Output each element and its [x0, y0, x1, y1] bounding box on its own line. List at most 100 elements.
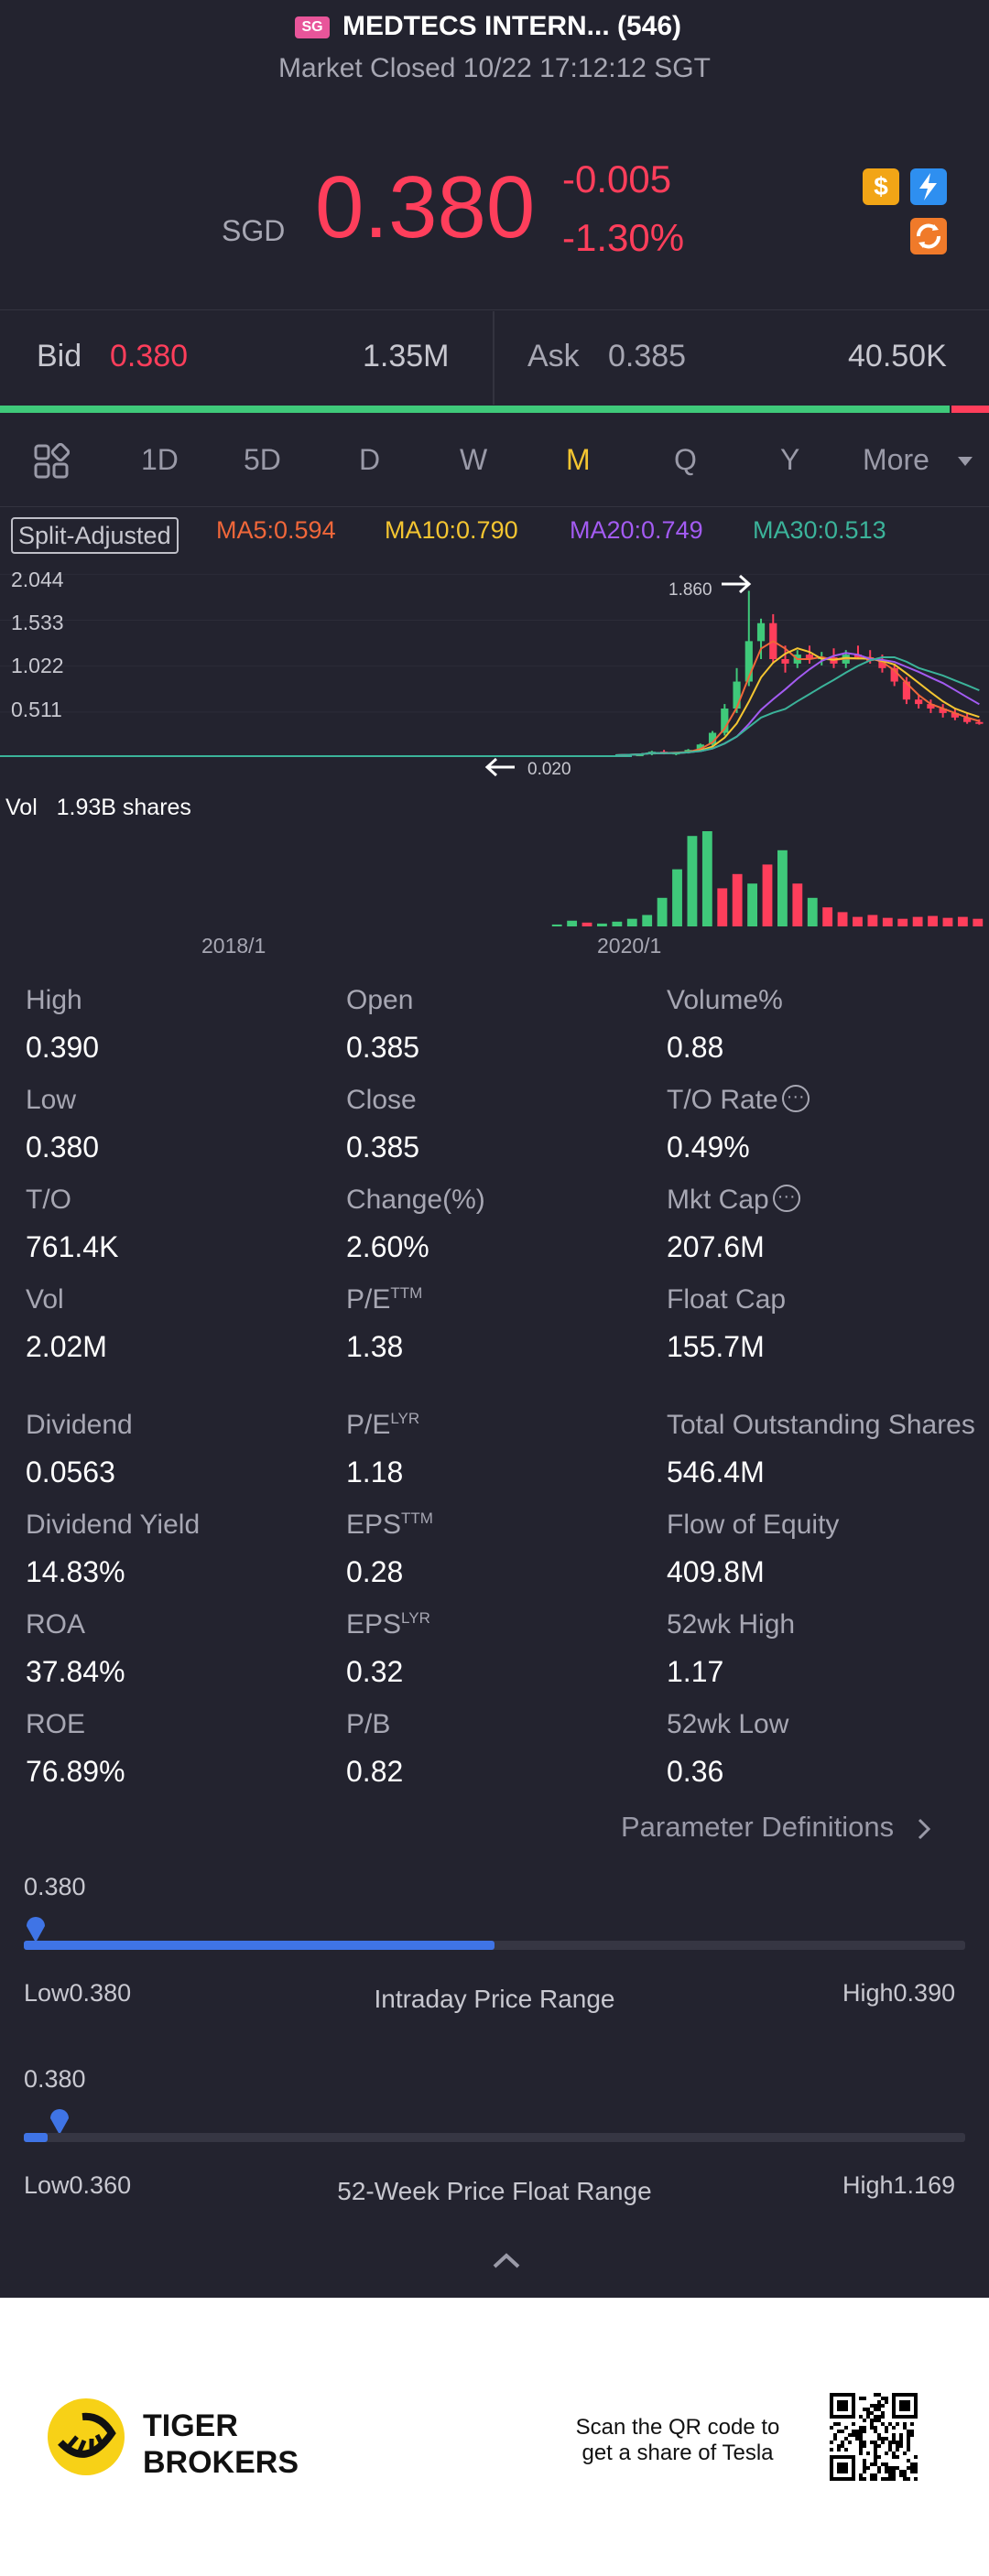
y-tick-label: 1.022 [11, 654, 64, 677]
header: SG MEDTECS INTERN... (546) Market Closed… [0, 0, 989, 92]
candle-body [853, 655, 863, 658]
volume-bar [928, 915, 938, 926]
more-info-icon[interactable]: ··· [781, 1085, 810, 1113]
tab-more[interactable]: More [863, 443, 929, 476]
chevron-up-icon[interactable] [491, 2252, 522, 2275]
y-tick-label: 1.533 [11, 611, 64, 634]
ask-label: Ask [527, 339, 580, 373]
volume-bar [867, 915, 878, 926]
volume-bar [567, 920, 578, 926]
sync-icon[interactable] [910, 218, 947, 254]
volume-bar [701, 831, 712, 926]
ma5-label: MA5:0.594 [216, 516, 336, 544]
split-adjusted-toggle[interactable]: Split-Adjusted [11, 517, 179, 554]
stat-label[interactable]: Mkt Cap ··· [667, 1185, 800, 1216]
stat-value: 0.390 [26, 1031, 100, 1064]
candle-body [951, 712, 960, 718]
stat-value: 0.28 [346, 1555, 404, 1588]
tab-q[interactable]: Q [674, 443, 697, 476]
candle-body [975, 721, 984, 724]
stat-label: Change(%) [346, 1185, 485, 1215]
volume-bar [897, 918, 908, 926]
volume-bar [777, 850, 788, 926]
stat-label[interactable]: T/O Rate ··· [667, 1085, 810, 1116]
market-status: Market Closed 10/22 17:12:12 SGT [278, 53, 711, 83]
parameter-definitions-link[interactable]: Parameter Definitions [621, 1811, 933, 1844]
tab-y[interactable]: Y [780, 443, 800, 476]
candle-body [721, 709, 729, 733]
candlestick-chart[interactable] [0, 549, 989, 769]
week52-marker-icon [49, 2109, 69, 2135]
bid-size: 1.35M [363, 339, 450, 373]
volume-bar [853, 916, 863, 926]
volume-bar [581, 922, 592, 926]
candle-body [939, 709, 947, 713]
chevron-down-icon[interactable] [956, 454, 974, 473]
week52-current-price: 0.380 [24, 2065, 86, 2093]
more-info-icon[interactable]: ··· [772, 1185, 800, 1213]
tab-w[interactable]: W [460, 443, 488, 476]
bid-price: 0.380 [110, 339, 189, 373]
period-tabs [0, 416, 989, 507]
volume-bar [551, 924, 562, 926]
stat-value: 14.83% [26, 1555, 125, 1588]
stat-label: Close [346, 1085, 417, 1115]
tab-5d[interactable]: 5D [244, 443, 281, 476]
stat-value: 0.32 [346, 1655, 404, 1688]
volume-bar [792, 883, 803, 926]
candle-body [890, 667, 898, 682]
stat-value: 76.89% [26, 1755, 125, 1788]
qr-code-icon[interactable] [830, 2393, 918, 2481]
candle-body [878, 660, 886, 668]
stat-value: 1.38 [346, 1330, 404, 1363]
volume-chart [551, 831, 984, 926]
volume-bar [657, 897, 668, 926]
x-tick-label: 2020/1 [597, 934, 662, 958]
ma-line [614, 640, 980, 757]
stat-label: ROE [26, 1709, 86, 1739]
stat-value: 0.88 [667, 1031, 724, 1064]
stat-label: P/B [346, 1709, 391, 1739]
tab-1d[interactable]: 1D [141, 443, 179, 476]
candle-body [915, 699, 923, 705]
volume-bar [612, 921, 623, 926]
stat-label: ROA [26, 1609, 86, 1640]
stat-label: P/ELYR [346, 1410, 420, 1440]
ma-line [614, 652, 980, 757]
dollar-icon[interactable]: $ [863, 168, 899, 205]
tiger-logo-icon [46, 2397, 126, 2482]
layout-grid-icon[interactable] [33, 442, 71, 480]
y-tick-label: 2.044 [11, 568, 64, 591]
candle-body [927, 704, 935, 709]
stat-value: 546.4M [667, 1456, 765, 1488]
stat-value: 1.18 [346, 1456, 404, 1488]
stat-value: 37.84% [26, 1655, 125, 1688]
tab-m[interactable]: M [566, 443, 591, 476]
stat-label: EPSLYR [346, 1609, 430, 1640]
tab-d[interactable]: D [359, 443, 381, 476]
price-change-percent: -1.30% [562, 216, 685, 259]
candle-body [756, 622, 766, 642]
stat-label: Vol [26, 1284, 64, 1315]
stat-value: 0.49% [667, 1131, 750, 1164]
intraday-low: Low0.380 [24, 1979, 132, 2007]
ask-size: 40.50K [848, 339, 947, 373]
candle-body [805, 655, 814, 659]
stat-label: Dividend Yield [26, 1510, 201, 1540]
scan-qr-text: Scan the QR code to get a share of Tesla [575, 2415, 780, 2465]
flash-icon[interactable] [910, 168, 947, 205]
candle-body [744, 641, 753, 682]
stat-value: 0.385 [346, 1031, 420, 1064]
candle-body [708, 732, 717, 745]
stock-title[interactable]: MEDTECS INTERN... (546) [342, 11, 682, 41]
volume-label: Vol 1.93B shares [5, 795, 191, 820]
stat-value: 207.6M [667, 1230, 765, 1263]
arrow-left-icon [484, 756, 516, 783]
stat-value: 0.385 [346, 1131, 420, 1164]
low-marker-label: 0.020 [527, 760, 571, 779]
stat-label: 52wk High [667, 1609, 796, 1640]
stat-label: Dividend [26, 1410, 133, 1440]
candle-body [696, 744, 704, 751]
intraday-high: High0.390 [842, 1979, 956, 2007]
volume-bar [626, 918, 637, 926]
